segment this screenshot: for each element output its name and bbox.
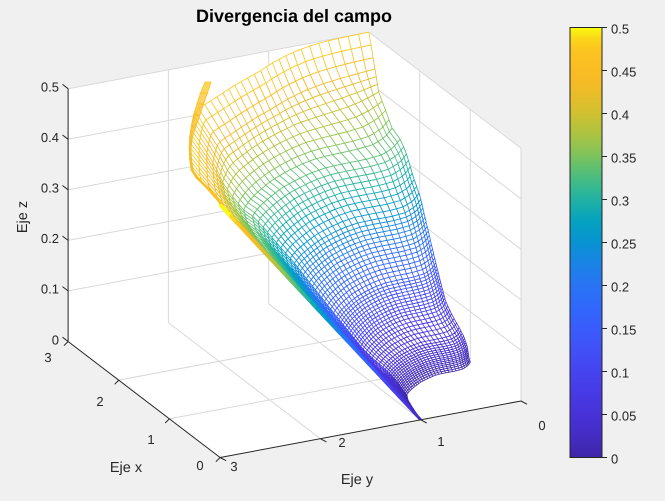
svg-text:0.4: 0.4 <box>41 130 59 145</box>
svg-text:3: 3 <box>44 350 51 365</box>
svg-text:0.45: 0.45 <box>611 65 636 80</box>
svg-text:0.35: 0.35 <box>611 151 636 166</box>
svg-text:Eje y: Eje y <box>341 472 374 488</box>
svg-text:0.2: 0.2 <box>41 231 59 246</box>
svg-text:0.15: 0.15 <box>611 323 636 338</box>
svg-text:1: 1 <box>147 432 154 447</box>
svg-text:0: 0 <box>611 452 618 467</box>
svg-text:2: 2 <box>96 394 103 409</box>
svg-text:Divergencia del campo: Divergencia del campo <box>196 6 392 26</box>
svg-text:0.05: 0.05 <box>611 409 636 424</box>
svg-text:0: 0 <box>538 418 545 433</box>
svg-text:0.1: 0.1 <box>611 366 629 381</box>
svg-text:0.25: 0.25 <box>611 237 636 252</box>
svg-text:0.5: 0.5 <box>41 80 59 95</box>
svg-text:Eje x: Eje x <box>110 460 143 476</box>
svg-text:0.2: 0.2 <box>611 280 629 295</box>
svg-text:0: 0 <box>196 458 203 473</box>
svg-text:0.3: 0.3 <box>41 181 59 196</box>
svg-text:2: 2 <box>338 435 345 450</box>
svg-text:0.4: 0.4 <box>611 108 629 123</box>
svg-text:0: 0 <box>52 333 59 348</box>
svg-text:0.1: 0.1 <box>41 282 59 297</box>
svg-text:0.5: 0.5 <box>611 22 629 37</box>
svg-text:Eje z: Eje z <box>15 201 31 233</box>
svg-text:3: 3 <box>230 459 237 474</box>
svg-text:0.3: 0.3 <box>611 194 629 209</box>
svg-text:1: 1 <box>437 434 444 449</box>
